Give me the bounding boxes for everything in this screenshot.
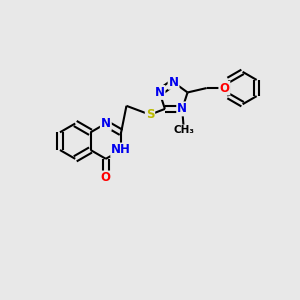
Text: N: N <box>177 102 187 116</box>
Text: O: O <box>219 82 230 94</box>
Text: CH₃: CH₃ <box>173 125 194 135</box>
Text: NH: NH <box>111 143 131 157</box>
Text: N: N <box>154 86 165 99</box>
Text: O: O <box>101 172 111 184</box>
Text: N: N <box>169 76 178 89</box>
Text: S: S <box>146 108 154 121</box>
Text: N: N <box>101 117 111 130</box>
